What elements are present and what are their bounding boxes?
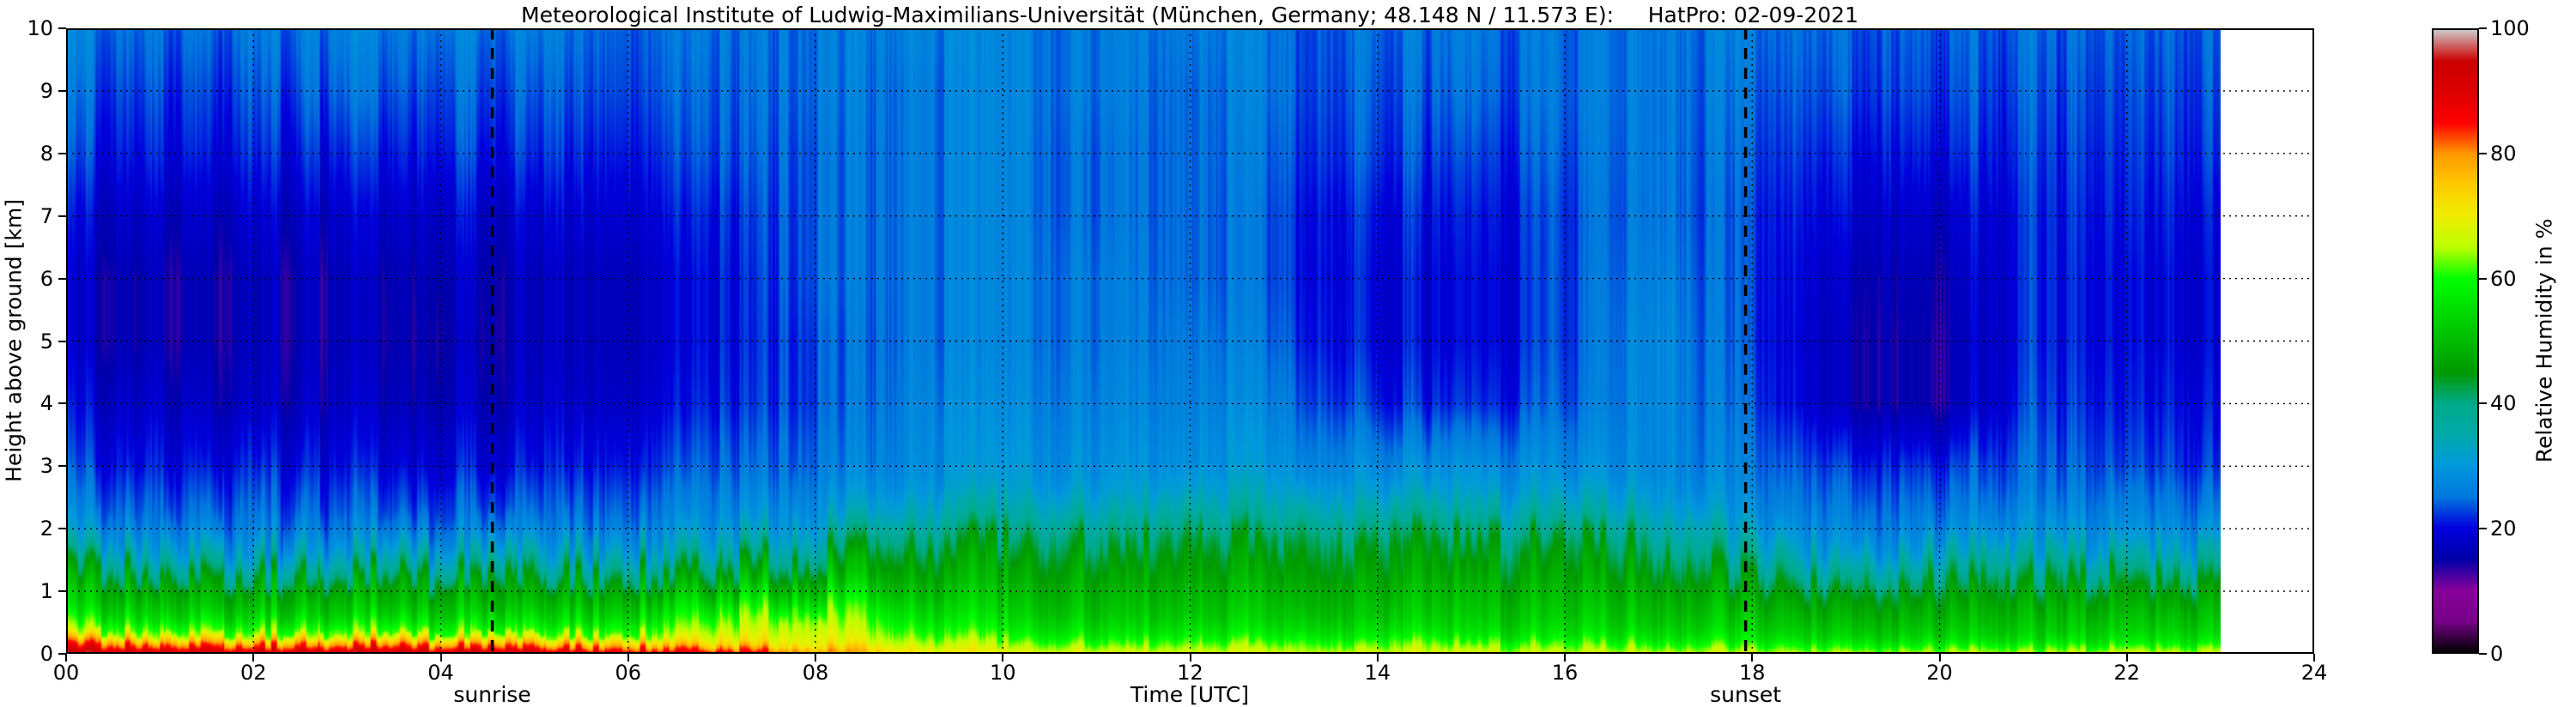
x-tick-mark (1189, 654, 1191, 662)
colorbar-tick-label: 20 (2490, 517, 2517, 541)
colorbar-tick-mark (2479, 277, 2487, 280)
y-tick-mark (58, 528, 66, 530)
x-tick-label: 20 (1926, 661, 1953, 685)
x-tick-label: 02 (239, 661, 267, 685)
x-tick-mark (1938, 654, 1941, 662)
x-tick-mark (1376, 654, 1379, 662)
x-tick-mark (1751, 654, 1754, 662)
y-tick-mark (58, 277, 66, 280)
y-tick-mark (58, 27, 66, 29)
y-tick-label: 6 (39, 266, 53, 291)
y-tick-mark (58, 402, 66, 405)
x-tick-label: 12 (1177, 661, 1203, 685)
x-tick-mark (252, 654, 255, 662)
colorbar-canvas (2432, 28, 2479, 654)
colorbar-tick-mark (2479, 152, 2487, 154)
x-tick-label: 06 (615, 661, 642, 685)
y-tick-label: 7 (39, 203, 53, 228)
sunset-label: sunset (1710, 682, 1782, 707)
x-tick-label: 14 (1364, 661, 1391, 685)
chart-title: Meteorological Institute of Ludwig-Maxim… (521, 3, 1858, 27)
x-tick-mark (1564, 654, 1566, 662)
y-tick-mark (58, 340, 66, 342)
colorbar-tick-label: 80 (2490, 141, 2517, 166)
x-tick-label: 08 (802, 661, 829, 685)
y-tick-mark (58, 89, 66, 92)
colorbar-label: Relative Humidity in % (2531, 218, 2557, 463)
y-tick-mark (58, 653, 66, 655)
y-tick-label: 8 (39, 141, 53, 166)
x-axis-label: Time [UTC] (1130, 682, 1250, 707)
x-tick-mark (65, 654, 67, 662)
x-tick-mark (2313, 654, 2315, 662)
y-tick-mark (58, 152, 66, 154)
y-tick-label: 0 (39, 642, 53, 666)
colorbar-tick-label: 60 (2490, 266, 2517, 291)
x-tick-label: 22 (2113, 661, 2141, 685)
x-tick-label: 18 (1738, 661, 1766, 685)
y-tick-mark (58, 465, 66, 468)
y-tick-mark (58, 590, 66, 593)
x-tick-label: 24 (2300, 661, 2328, 685)
y-tick-label: 9 (39, 78, 53, 103)
colorbar-tick-mark (2479, 27, 2487, 29)
y-tick-mark (58, 215, 66, 217)
colorbar-tick-label: 100 (2490, 16, 2530, 40)
sunrise-label: sunrise (453, 682, 531, 707)
x-tick-mark (2125, 654, 2128, 662)
colorbar-tick-mark (2479, 653, 2487, 655)
y-tick-label: 4 (39, 391, 53, 416)
y-tick-label: 5 (39, 329, 53, 354)
colorbar-tick-mark (2479, 402, 2487, 405)
grid-overlay (66, 28, 2314, 654)
x-tick-mark (1002, 654, 1004, 662)
y-tick-label: 3 (39, 454, 53, 479)
y-tick-label: 2 (39, 517, 53, 541)
colorbar-tick-label: 0 (2490, 642, 2504, 666)
x-tick-label: 10 (989, 661, 1016, 685)
x-tick-mark (627, 654, 629, 662)
y-tick-label: 1 (39, 579, 53, 604)
colorbar-tick-label: 40 (2490, 391, 2517, 416)
x-tick-label: 16 (1551, 661, 1579, 685)
x-tick-mark (815, 654, 816, 662)
x-tick-label: 00 (52, 661, 80, 685)
y-tick-label: 10 (27, 16, 53, 40)
colorbar-tick-mark (2479, 528, 2487, 530)
x-tick-mark (439, 654, 442, 662)
x-tick-label: 04 (427, 661, 454, 685)
